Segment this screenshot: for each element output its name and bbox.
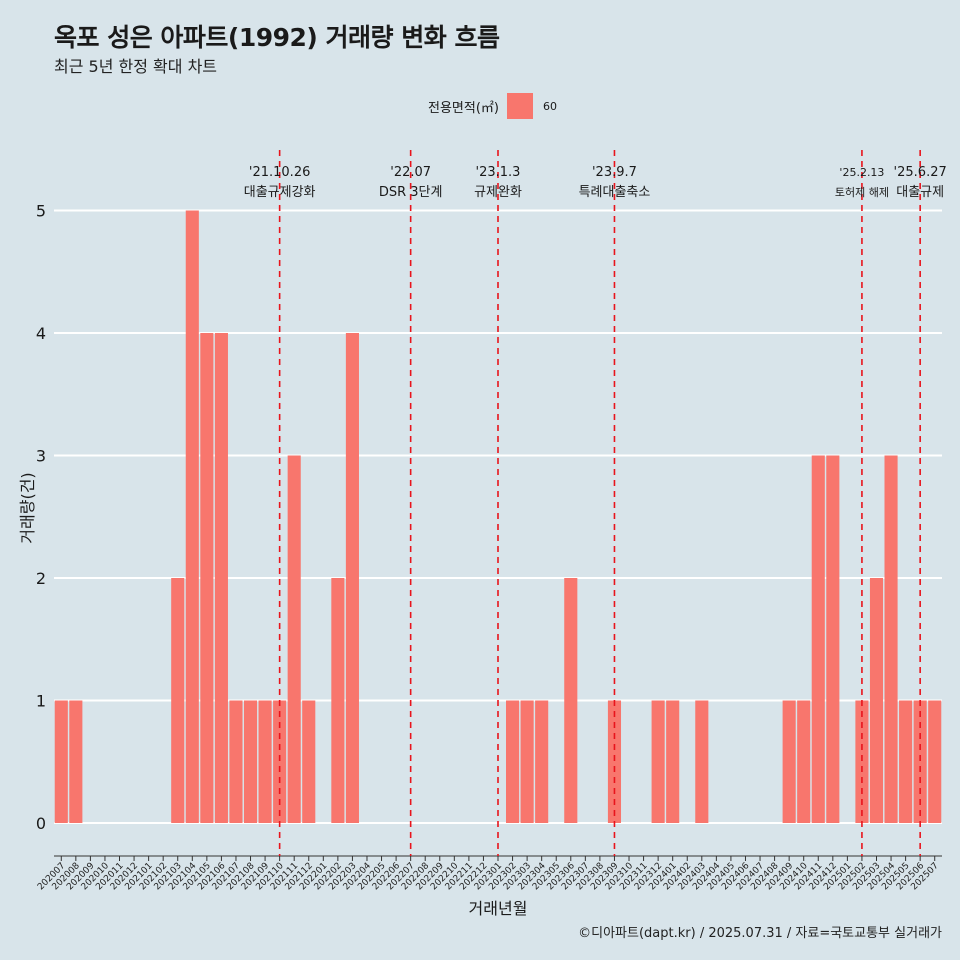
- bar-202202: [331, 578, 345, 823]
- bar-202112: [302, 700, 316, 823]
- bar-202401: [666, 700, 680, 823]
- bar-202105: [200, 333, 214, 823]
- y-axis-title: 거래량(건): [18, 472, 37, 543]
- event-date-label: '21.10.26: [249, 165, 310, 180]
- bar-202303: [520, 700, 534, 823]
- event-date-label: '25.2.13: [839, 166, 884, 179]
- y-tick-label: 0: [36, 814, 46, 833]
- y-tick-label: 1: [36, 692, 46, 711]
- event-label: 특례대출축소: [579, 185, 651, 200]
- bar-202306: [564, 578, 578, 823]
- bar-202312: [651, 700, 665, 823]
- bar-202503: [869, 578, 884, 823]
- bar-202506: [913, 700, 927, 823]
- bar-202104: [185, 210, 199, 823]
- legend-swatch: [506, 93, 533, 119]
- bar-202107: [229, 700, 243, 823]
- bar-202410: [797, 700, 811, 823]
- event-date-label: '25.6.27: [894, 165, 947, 180]
- bar-202008: [69, 700, 83, 823]
- event-label: 대출규제: [896, 185, 944, 200]
- event-date-label: '23.9.7: [592, 165, 637, 180]
- y-tick-label: 2: [36, 569, 46, 588]
- bar-202507: [928, 700, 942, 823]
- bar-202203: [345, 333, 359, 823]
- bar-202110: [273, 700, 287, 823]
- legend-item-label: 60: [542, 99, 557, 113]
- bar-202502: [855, 700, 869, 823]
- event-label: DSR 3단계: [379, 185, 443, 200]
- event-label: 규제완화: [474, 185, 522, 200]
- y-tick-label: 3: [36, 447, 46, 466]
- bar-202109: [258, 700, 272, 823]
- x-axis-title: 거래년월: [469, 899, 528, 918]
- event-label: 대출규제강화: [244, 185, 316, 200]
- y-tick-label: 4: [36, 324, 46, 343]
- bar-202111: [287, 455, 301, 823]
- legend-title: 전용면적(㎡): [428, 100, 499, 116]
- event-date-label: '22.07: [390, 165, 431, 180]
- event-date-label: '23.1.3: [476, 165, 521, 180]
- bar-202106: [214, 333, 228, 823]
- bar-202309: [607, 700, 622, 823]
- bar-202504: [884, 455, 898, 823]
- y-tick-label: 5: [36, 202, 46, 221]
- event-label: 토허제 해제: [835, 185, 889, 199]
- bar-202302: [506, 700, 520, 823]
- bar-202411: [811, 455, 825, 823]
- bar-202108: [243, 700, 258, 823]
- chart-title: 옥포 성은 아파트(1992) 거래량 변화 흐름: [54, 23, 500, 52]
- bar-202403: [695, 700, 709, 823]
- chart-subtitle: 최근 5년 한정 확대 차트: [54, 57, 218, 76]
- bar-202007: [54, 700, 68, 823]
- bar-202103: [171, 578, 185, 823]
- bar-202505: [899, 700, 913, 823]
- bar-202304: [535, 700, 549, 823]
- legend: 전용면적(㎡) 60: [428, 93, 557, 119]
- bar-202409: [782, 700, 796, 823]
- bar-202412: [826, 455, 840, 823]
- source-caption: ©디아파트(dapt.kr) / 2025.07.31 / 자료=국토교통부 실…: [578, 926, 942, 941]
